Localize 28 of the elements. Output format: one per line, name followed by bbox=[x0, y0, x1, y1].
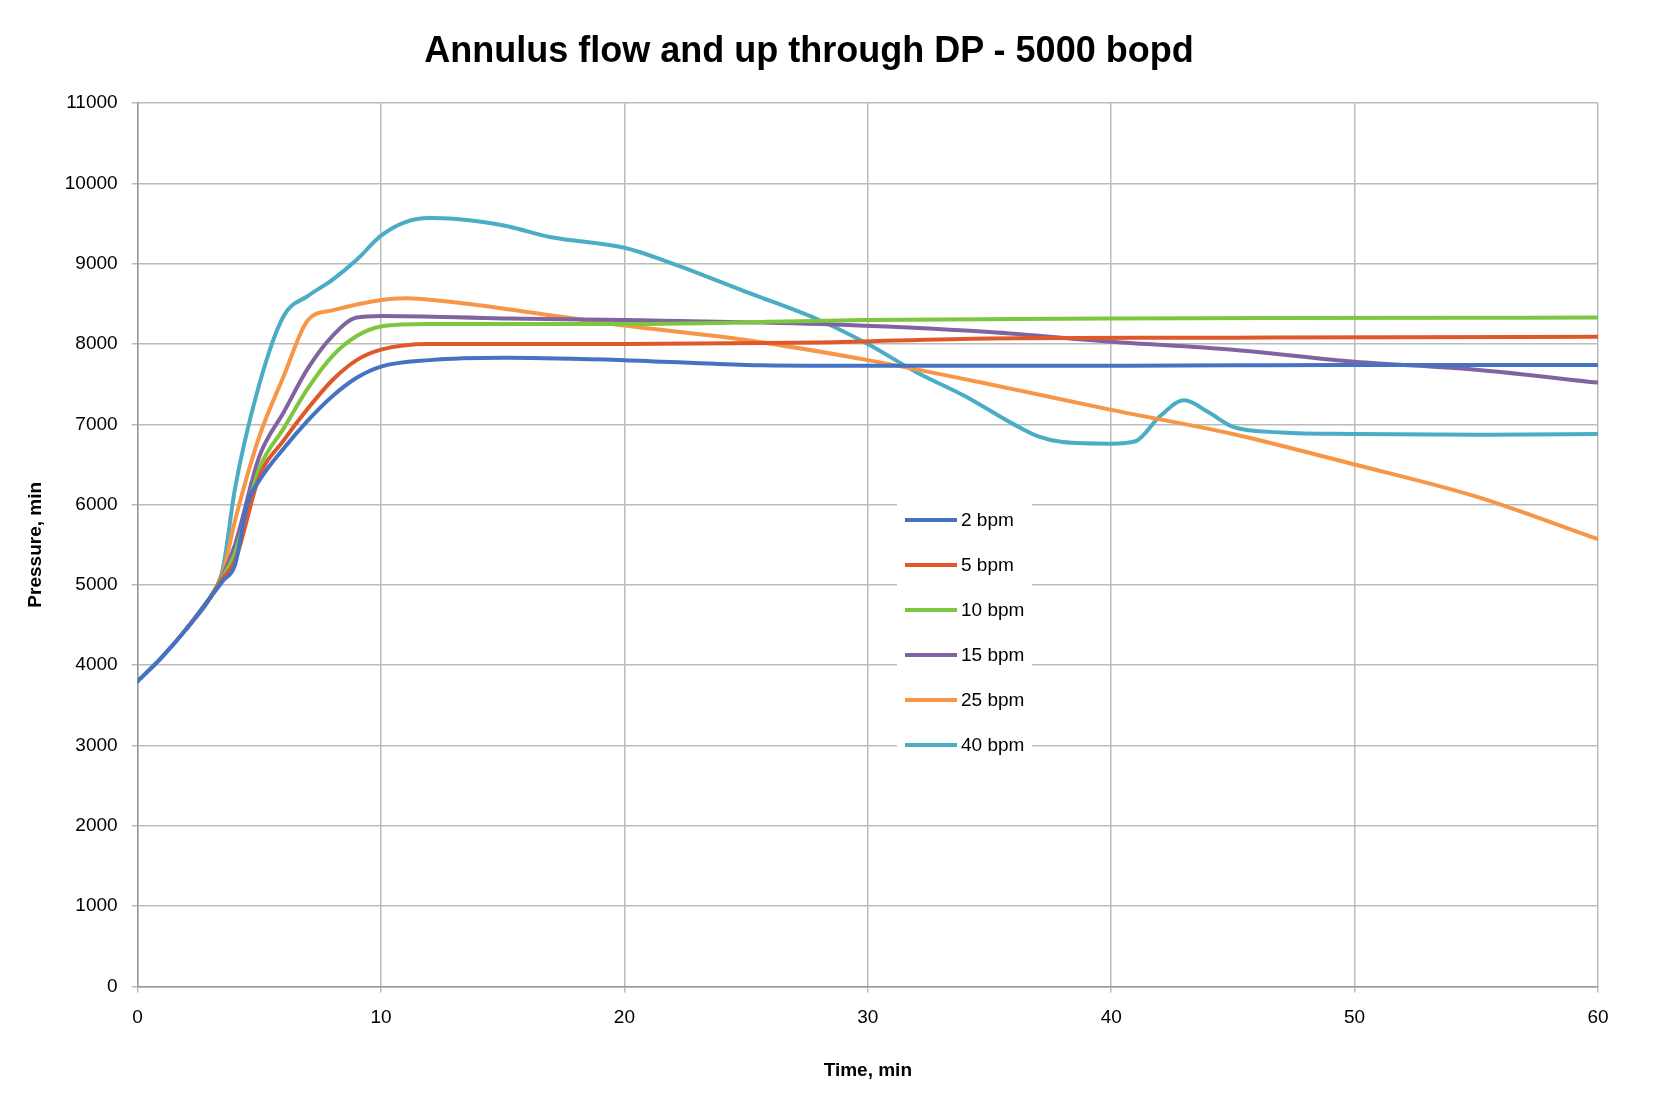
legend-label: 2 bpm bbox=[961, 509, 1014, 532]
legend-label: 5 bpm bbox=[961, 554, 1014, 577]
y-tick-label: 7000 bbox=[75, 412, 118, 434]
y-tick-label: 11000 bbox=[66, 91, 118, 113]
x-tick-label: 40 bbox=[1100, 1006, 1122, 1028]
y-axis-title: Pressure, min bbox=[23, 481, 45, 608]
legend-label: 40 bpm bbox=[961, 734, 1025, 757]
x-tick-label: 10 bbox=[370, 1006, 392, 1028]
legend-label: 25 bpm bbox=[961, 689, 1025, 712]
y-tick-label: 9000 bbox=[75, 252, 118, 274]
x-tick-label: 50 bbox=[1344, 1006, 1366, 1028]
y-tick-label: 0 bbox=[107, 974, 118, 996]
x-tick-label: 0 bbox=[132, 1006, 143, 1028]
x-tick-label: 30 bbox=[857, 1006, 879, 1028]
y-tick-label: 8000 bbox=[75, 332, 118, 354]
y-tick-label: 4000 bbox=[75, 653, 118, 675]
x-tick-label: 20 bbox=[613, 1006, 635, 1028]
y-tick-label: 5000 bbox=[75, 573, 118, 595]
y-tick-label: 1000 bbox=[75, 894, 118, 916]
y-tick-label: 6000 bbox=[75, 492, 118, 514]
legend-label: 15 bpm bbox=[961, 644, 1025, 667]
y-tick-label: 2000 bbox=[75, 814, 118, 836]
y-tick-label: 10000 bbox=[64, 171, 118, 193]
x-tick-label: 60 bbox=[1587, 1006, 1609, 1028]
chart-title: Annulus flow and up through DP - 5000 bopd bbox=[424, 28, 1194, 70]
y-tick-label: 3000 bbox=[75, 733, 118, 755]
legend-label: 10 bpm bbox=[961, 599, 1025, 622]
x-axis-title: Time, min bbox=[823, 1058, 912, 1080]
